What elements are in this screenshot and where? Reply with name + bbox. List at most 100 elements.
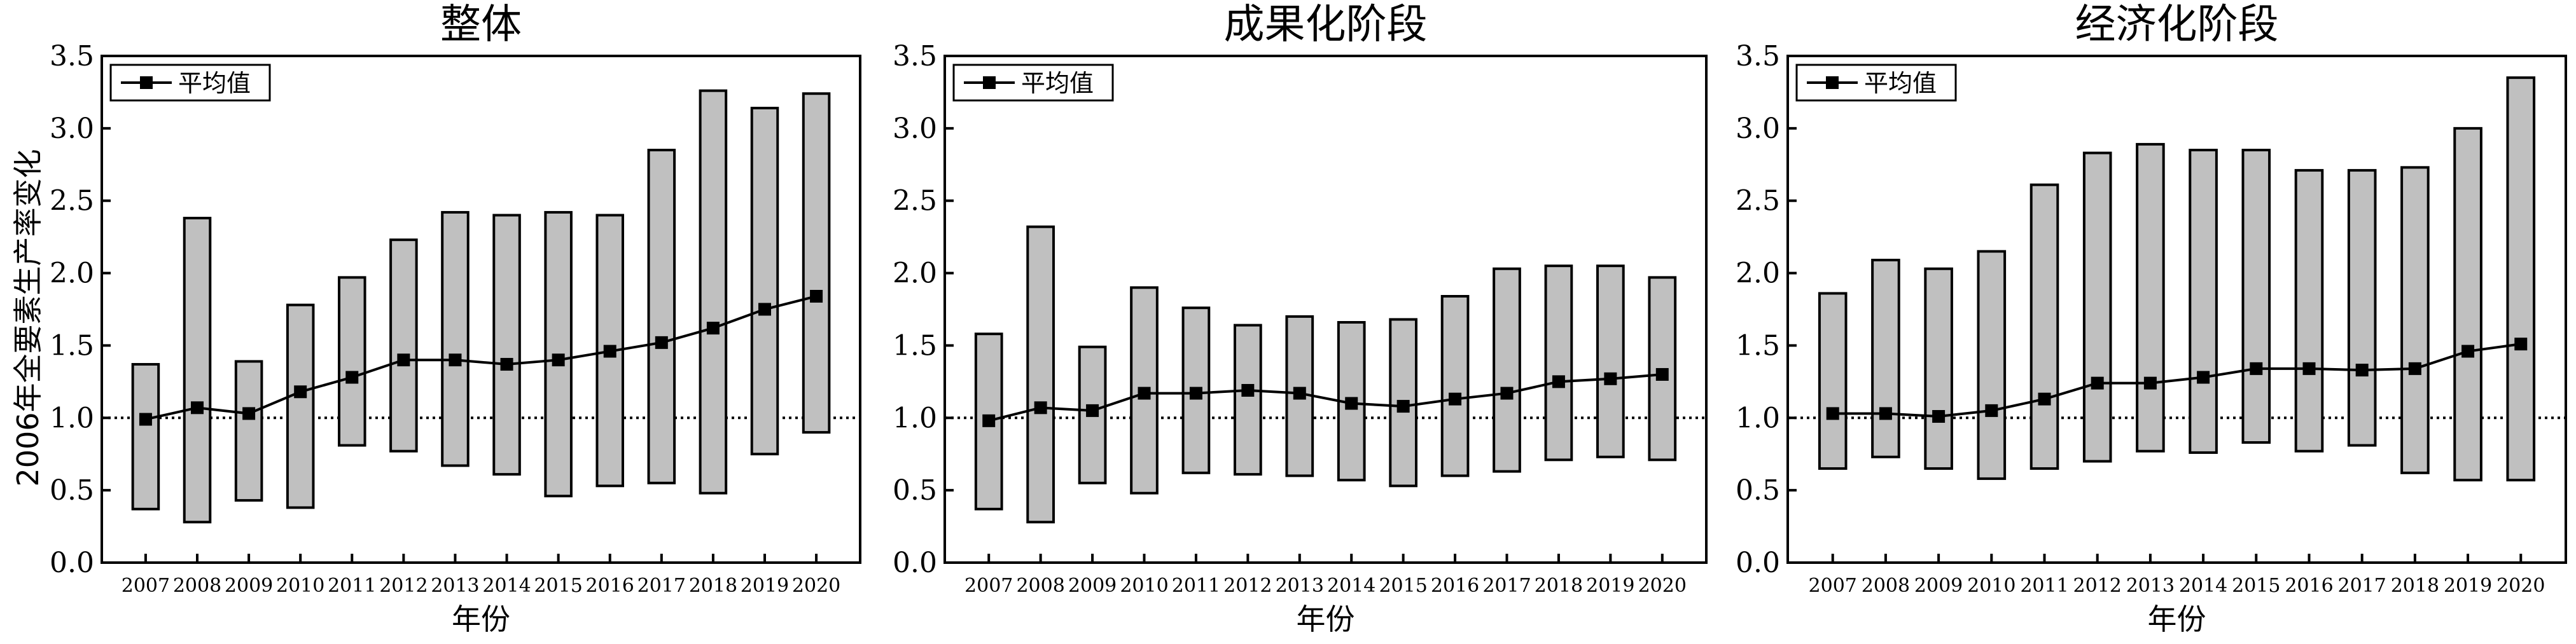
x-tick-label: 2007 <box>964 575 1013 597</box>
mean-point-2007 <box>139 413 152 426</box>
x-tick-label: 2015 <box>1379 575 1427 597</box>
mean-point-2011 <box>345 371 359 384</box>
mean-point-2019 <box>2461 345 2475 358</box>
x-axis-label: 年份 <box>2148 602 2206 636</box>
x-tick-label: 2012 <box>2073 575 2122 597</box>
range-bar-2013 <box>2136 142 2165 453</box>
mean-point-2013 <box>1293 387 1306 400</box>
mean-point-2008 <box>191 401 204 414</box>
range-bar-2018 <box>2400 166 2430 474</box>
range-bar-2007 <box>131 363 160 510</box>
y-tick-label: 0.5 <box>1736 474 1780 507</box>
range-bar-2007 <box>1818 292 1848 470</box>
range-bar-2019 <box>750 106 779 456</box>
x-tick-label: 2019 <box>2444 575 2492 597</box>
x-tick-label: 2007 <box>122 575 170 597</box>
range-bar-2019 <box>1596 264 1625 458</box>
x-tick-label: 2012 <box>1223 575 1272 597</box>
x-tick-label: 2011 <box>1172 575 1220 597</box>
legend-label: 平均值 <box>1864 69 1937 97</box>
mean-point-2016 <box>603 345 616 358</box>
x-axis-label: 年份 <box>1297 602 1355 636</box>
chart-panel-2: 成果化阶段 0.0 0.5 1.0 1.5 2.0 2.5 3.0 3.5 2007 2008 200… <box>893 1 1708 636</box>
mean-point-2017 <box>1500 387 1514 400</box>
legend-label: 平均值 <box>178 69 251 97</box>
y-tick-label: 3.5 <box>50 40 94 72</box>
x-tick-label: 2013 <box>1276 575 1324 597</box>
range-bar-2014 <box>492 214 521 476</box>
mean-point-2018 <box>1552 375 1565 388</box>
mean-point-2015 <box>1396 400 1410 413</box>
mean-point-2020 <box>810 290 823 303</box>
mean-point-2009 <box>242 407 256 420</box>
range-bar-2009 <box>1924 267 1953 470</box>
mean-point-2008 <box>1034 401 1047 414</box>
mean-point-2014 <box>1345 397 1358 410</box>
x-tick-label: 2016 <box>1431 575 1479 597</box>
mean-point-2007 <box>1826 407 1839 420</box>
range-bar-2020 <box>2506 76 2536 482</box>
range-bar-2014 <box>2189 149 2218 454</box>
x-tick-label: 2008 <box>173 575 221 597</box>
x-tick-label: 2014 <box>2179 575 2227 597</box>
range-bar-2009 <box>234 360 263 502</box>
x-tick-label: 2009 <box>1068 575 1117 597</box>
range-bar-2017 <box>647 149 676 484</box>
x-tick-label: 2019 <box>1586 575 1634 597</box>
y-tick-label: 2.0 <box>1736 257 1780 290</box>
range-bar-2017 <box>1493 267 1521 473</box>
mean-point-2018 <box>706 322 720 335</box>
mean-point-2013 <box>449 353 462 367</box>
mean-point-2015 <box>2250 362 2263 375</box>
legend-marker-swatch <box>1826 76 1839 89</box>
mean-series-line <box>1832 343 2521 418</box>
range-bar-2018 <box>699 89 728 495</box>
x-tick-label: 2010 <box>276 575 324 597</box>
mean-point-2012 <box>1241 384 1255 397</box>
mean-point-2014 <box>2197 371 2210 384</box>
y-tick-label: 3.0 <box>893 113 937 145</box>
range-bar-2016 <box>2294 168 2324 453</box>
range-bar-2010 <box>1977 250 2007 480</box>
mean-point-2020 <box>2514 338 2528 351</box>
mean-point-2019 <box>1604 372 1617 385</box>
x-tick-label: 2017 <box>2338 575 2386 597</box>
x-tick-label: 2020 <box>1638 575 1687 597</box>
range-bar-2017 <box>2347 168 2377 447</box>
x-tick-label: 2014 <box>482 575 531 597</box>
mean-point-2013 <box>2143 376 2157 390</box>
y-tick-label: 1.5 <box>893 329 937 362</box>
range-bar-2008 <box>1871 259 1900 458</box>
x-tick-label: 2011 <box>328 575 376 597</box>
mean-point-2011 <box>2038 392 2051 406</box>
mean-point-2016 <box>1449 392 1462 406</box>
mean-point-2018 <box>2408 362 2421 375</box>
x-tick-label: 2009 <box>225 575 273 597</box>
mean-point-2020 <box>1655 367 1669 381</box>
range-bar-2019 <box>2453 127 2482 482</box>
y-tick-label: 1.5 <box>50 329 94 362</box>
range-bar-2015 <box>2241 149 2271 444</box>
y-tick-label: 1.0 <box>1736 402 1780 434</box>
mean-point-2009 <box>1932 410 1946 423</box>
y-tick-label: 1.0 <box>893 402 937 434</box>
x-tick-label: 2018 <box>1535 575 1583 597</box>
range-bar-2012 <box>389 238 418 453</box>
y-tick-label: 2.0 <box>893 257 937 290</box>
mean-point-2010 <box>294 385 307 399</box>
range-bar-2011 <box>338 276 366 447</box>
x-tick-label: 2016 <box>2285 575 2333 597</box>
range-bar-2020 <box>802 92 831 434</box>
mean-point-2011 <box>1189 387 1202 400</box>
x-tick-label: 2008 <box>1016 575 1064 597</box>
x-tick-label: 2015 <box>534 575 582 597</box>
range-bar-2018 <box>1544 264 1573 462</box>
y-tick-label: 2.5 <box>1736 185 1780 217</box>
y-axis-label: 2006年全要素生产率变化 <box>11 149 45 486</box>
y-tick-label: 1.5 <box>1736 329 1780 362</box>
mean-point-2010 <box>1985 404 1998 417</box>
y-tick-label: 2.5 <box>50 185 94 217</box>
mean-point-2019 <box>758 303 771 316</box>
range-bar-2016 <box>1440 295 1470 477</box>
